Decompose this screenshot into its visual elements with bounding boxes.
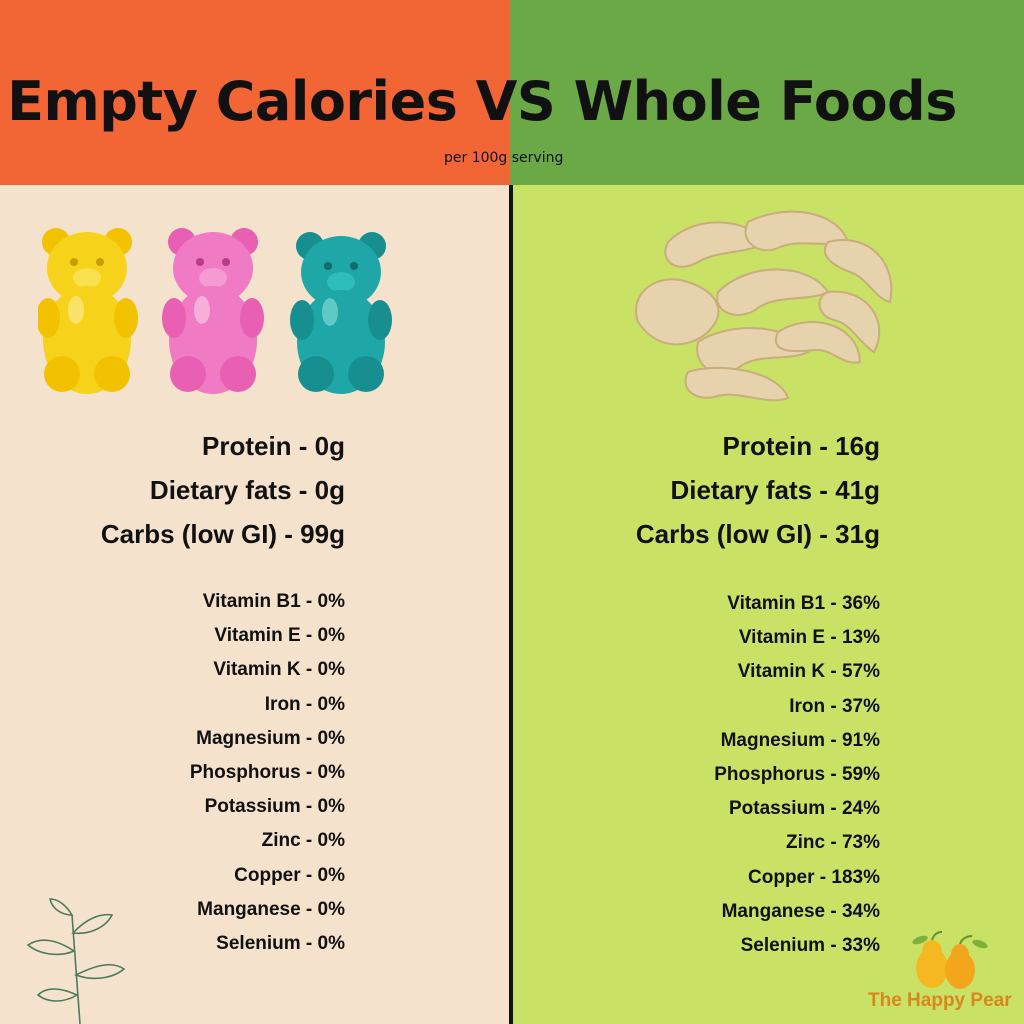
right-micro-vitamin-e: Vitamin E - 13% (738, 627, 880, 649)
left-micro-copper: Copper - 0% (234, 864, 345, 886)
right-macros-list: Protein - 16g Dietary fats - 41g Carbs (… (636, 424, 880, 556)
left-macros-list: Protein - 0g Dietary fats - 0g Carbs (lo… (101, 424, 345, 556)
whole-foods-panel (510, 185, 1024, 1024)
right-micro-zinc: Zinc - 73% (786, 832, 880, 854)
left-micro-vitamin-e: Vitamin E - 0% (214, 625, 345, 647)
cashews-icon (635, 210, 893, 402)
header-right-panel (510, 0, 1024, 185)
right-micro-potassium: Potassium - 24% (729, 798, 880, 820)
left-micro-manganese: Manganese - 0% (197, 898, 345, 920)
right-micro-iron: Iron - 37% (789, 695, 880, 717)
left-macro-carbs: Carbs (low GI) - 99g (100, 519, 345, 549)
left-macro-protein: Protein - 0g (201, 431, 345, 461)
header-left-panel (0, 0, 510, 185)
gummy-bear-teal-icon (290, 232, 392, 394)
right-micro-selenium: Selenium - 33% (740, 935, 880, 957)
left-micro-vitamin-k: Vitamin K - 0% (213, 659, 345, 681)
right-micro-vitamin-b1: Vitamin B1 - 36% (727, 593, 880, 614)
left-micro-zinc: Zinc - 0% (261, 830, 345, 852)
gummy-bears-image (38, 228, 392, 394)
brand-name: The Happy Pear (868, 990, 1012, 1011)
right-macro-carbs: Carbs (low GI) - 31g (635, 519, 880, 549)
right-micro-phosphorus: Phosphorus - 59% (714, 764, 880, 786)
right-macro-protein: Protein - 16g (722, 431, 880, 461)
left-micro-iron: Iron - 0% (264, 693, 345, 715)
center-divider (509, 185, 513, 1024)
serving-note: per 100g serving (444, 150, 564, 166)
right-micro-magnesium: Magnesium - 91% (720, 729, 880, 751)
right-micros-list: Vitamin B1 - 36% Vitamin E - 13% Vitamin… (714, 587, 880, 963)
left-macro-fats: Dietary fats - 0g (149, 475, 345, 505)
left-micro-potassium: Potassium - 0% (204, 796, 345, 818)
left-micro-selenium: Selenium - 0% (216, 933, 345, 955)
page-title: Empty Calories VS Whole Foods (7, 70, 957, 133)
gummy-bear-yellow-icon (38, 228, 138, 394)
gummy-bear-pink-icon (162, 228, 264, 394)
right-macro-fats: Dietary fats - 41g (670, 475, 880, 505)
left-micro-phosphorus: Phosphorus - 0% (189, 762, 345, 784)
happy-pear-logo-icon (912, 931, 988, 989)
right-micro-copper: Copper - 183% (748, 866, 880, 888)
right-micro-manganese: Manganese - 34% (721, 900, 880, 922)
left-micro-vitamin-b1: Vitamin B1 - 0% (202, 591, 345, 612)
left-micro-magnesium: Magnesium - 0% (196, 727, 345, 749)
left-micros-list: Vitamin B1 - 0% Vitamin E - 0% Vitamin K… (190, 585, 345, 961)
leaf-sprig-icon (26, 898, 126, 1024)
right-micro-vitamin-k: Vitamin K - 57% (737, 661, 880, 683)
